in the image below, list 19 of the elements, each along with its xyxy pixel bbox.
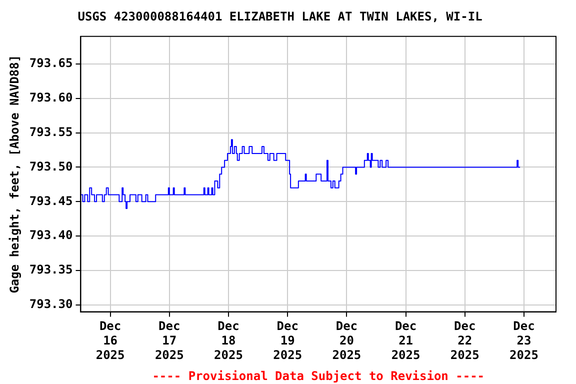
y-tick-label: 793.65 — [29, 56, 73, 70]
y-tick-label: 793.60 — [29, 90, 73, 104]
chart-title: USGS 423000088164401 ELIZABETH LAKE AT TWIN LAKES, WI-IL — [78, 9, 482, 24]
text: ---- Provisional Data Subject to Revision ---- — [152, 369, 485, 383]
x-tick-label: Dec 19 2025 — [273, 319, 302, 362]
x-tick-label: Dec 23 2025 — [510, 319, 538, 362]
y-tick-label: 793.55 — [29, 124, 73, 139]
x-tick-label: Dec 18 2025 — [214, 319, 243, 362]
x-tick-label: Dec 16 2025 — [96, 319, 125, 362]
y-tick-label: 793.40 — [29, 228, 73, 242]
y-tick-label: 793.50 — [29, 159, 73, 174]
y-axis-title: Gage height, feet, [Above NAVD88] — [7, 54, 22, 294]
y-tick-label: 793.45 — [29, 194, 73, 208]
x-tick-label: Dec 22 2025 — [450, 319, 480, 362]
y-tick-label: 793.35 — [29, 262, 73, 277]
x-tick-label: Dec 21 2025 — [391, 319, 420, 362]
x-tick-label: Dec 20 2025 — [332, 319, 362, 362]
y-tick-label: 793.30 — [29, 297, 73, 312]
x-tick-label: Dec 17 2025 — [154, 319, 184, 362]
